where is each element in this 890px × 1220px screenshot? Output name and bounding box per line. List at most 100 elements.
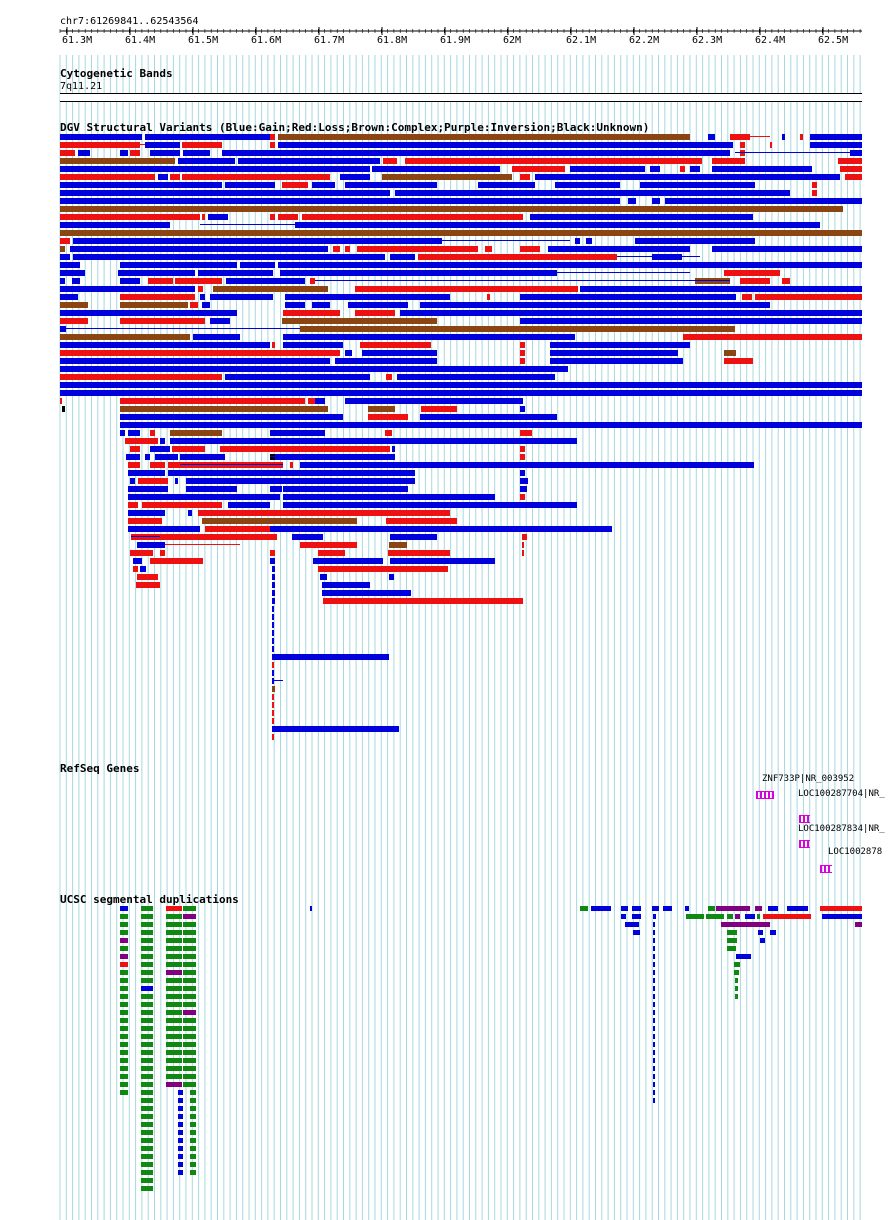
segdup-feature[interactable] [166, 1074, 182, 1079]
sv-feature[interactable] [272, 630, 274, 636]
segdup-feature[interactable] [653, 986, 655, 991]
sv-feature[interactable] [198, 286, 203, 292]
sv-span-line[interactable] [131, 536, 160, 537]
sv-feature[interactable] [238, 158, 380, 164]
sv-feature[interactable] [138, 478, 168, 484]
sv-feature[interactable] [60, 310, 237, 316]
sv-feature[interactable] [389, 542, 407, 548]
segdup-feature[interactable] [735, 986, 738, 991]
sv-feature[interactable] [60, 246, 65, 252]
segdup-feature[interactable] [141, 1130, 153, 1135]
segdup-feature[interactable] [120, 1018, 128, 1023]
segdup-feature[interactable] [166, 1026, 182, 1031]
segdup-feature[interactable] [120, 1090, 128, 1095]
segdup-feature[interactable] [721, 922, 770, 927]
sv-feature[interactable] [270, 134, 275, 140]
sv-feature[interactable] [130, 550, 153, 556]
sv-feature[interactable] [272, 726, 399, 732]
sv-span-line[interactable] [165, 544, 240, 545]
sv-feature[interactable] [680, 166, 685, 172]
sv-feature[interactable] [570, 166, 645, 172]
sv-feature[interactable] [418, 254, 617, 260]
sv-feature[interactable] [60, 158, 175, 164]
segdup-feature[interactable] [685, 906, 689, 911]
sv-feature[interactable] [724, 350, 736, 356]
sv-feature[interactable] [272, 342, 275, 348]
segdup-feature[interactable] [120, 938, 128, 943]
sv-feature[interactable] [186, 486, 237, 492]
segdup-feature[interactable] [141, 1058, 153, 1063]
sv-feature[interactable] [225, 374, 370, 380]
sv-feature[interactable] [283, 310, 340, 316]
segdup-feature[interactable] [141, 1026, 153, 1031]
sv-span-line[interactable] [557, 272, 690, 273]
segdup-feature[interactable] [178, 1098, 183, 1103]
sv-feature[interactable] [142, 502, 222, 508]
segdup-feature[interactable] [120, 1066, 128, 1071]
segdup-feature[interactable] [120, 1042, 128, 1047]
sv-feature[interactable] [520, 246, 540, 252]
sv-feature[interactable] [120, 406, 328, 412]
segdup-feature[interactable] [820, 906, 862, 911]
segdup-feature[interactable] [166, 938, 182, 943]
sv-feature[interactable] [695, 278, 730, 284]
segdup-feature[interactable] [183, 1058, 196, 1063]
segdup-feature[interactable] [141, 1186, 153, 1191]
sv-feature[interactable] [520, 494, 525, 500]
segdup-feature[interactable] [141, 914, 153, 919]
sv-feature[interactable] [652, 254, 682, 260]
sv-feature[interactable] [270, 550, 275, 556]
segdup-feature[interactable] [190, 1090, 196, 1095]
segdup-feature[interactable] [855, 922, 862, 927]
refseq-gene-label[interactable]: ZNF733P|NR_003952 [762, 774, 855, 784]
sv-feature[interactable] [170, 174, 180, 180]
sv-feature[interactable] [318, 550, 345, 556]
segdup-feature[interactable] [166, 1042, 182, 1047]
sv-feature[interactable] [712, 158, 745, 164]
sv-feature[interactable] [368, 406, 395, 412]
sv-feature[interactable] [278, 134, 690, 140]
sv-feature[interactable] [520, 406, 525, 412]
sv-feature[interactable] [60, 366, 568, 372]
sv-feature[interactable] [712, 166, 812, 172]
sv-feature[interactable] [724, 358, 753, 364]
refseq-gene-model[interactable] [820, 865, 832, 873]
segdup-feature[interactable] [727, 914, 733, 919]
refseq-gene-label[interactable]: LOC1002878 [828, 847, 883, 857]
sv-feature[interactable] [850, 150, 862, 156]
segdup-feature[interactable] [653, 1010, 655, 1015]
sv-feature[interactable] [280, 270, 557, 276]
segdup-feature[interactable] [166, 986, 182, 991]
sv-feature[interactable] [60, 398, 62, 404]
sv-feature[interactable] [318, 566, 448, 572]
sv-feature[interactable] [198, 270, 273, 276]
sv-feature[interactable] [335, 358, 437, 364]
sv-feature[interactable] [520, 470, 525, 476]
sv-feature[interactable] [73, 238, 442, 244]
sv-feature[interactable] [742, 294, 752, 300]
sv-feature[interactable] [548, 246, 690, 252]
segdup-feature[interactable] [183, 970, 196, 975]
sv-feature[interactable] [220, 446, 390, 452]
sv-feature[interactable] [120, 278, 140, 284]
sv-feature[interactable] [650, 166, 660, 172]
segdup-feature[interactable] [183, 986, 196, 991]
sv-feature[interactable] [202, 214, 205, 220]
sv-feature[interactable] [782, 134, 785, 140]
sv-feature[interactable] [150, 150, 180, 156]
sv-feature[interactable] [388, 550, 450, 556]
sv-feature[interactable] [405, 158, 702, 164]
sv-feature[interactable] [62, 406, 65, 412]
segdup-feature[interactable] [141, 1138, 153, 1143]
sv-feature[interactable] [148, 278, 173, 284]
segdup-feature[interactable] [652, 906, 659, 911]
sv-feature[interactable] [60, 190, 390, 196]
sv-span-line[interactable] [617, 264, 815, 265]
sv-feature[interactable] [182, 174, 330, 180]
segdup-feature[interactable] [653, 1082, 655, 1087]
sv-feature[interactable] [300, 462, 754, 468]
sv-feature[interactable] [810, 142, 862, 148]
sv-span-line[interactable] [315, 280, 730, 281]
segdup-feature[interactable] [653, 946, 655, 951]
refseq-gene-model[interactable] [799, 815, 810, 823]
